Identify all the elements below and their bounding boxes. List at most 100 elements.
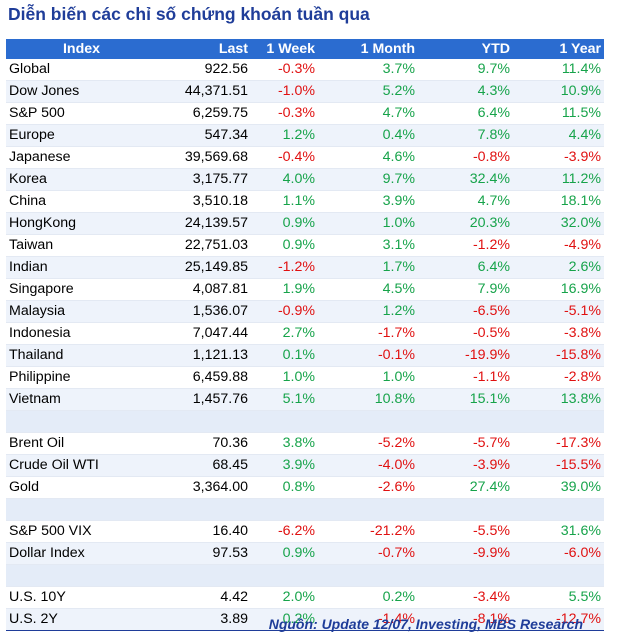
row-1-month: 1.0% [318,366,418,389]
row-1-year: 31.6% [513,520,604,543]
row-name: Dollar Index [6,542,156,565]
header-last: Last [156,39,251,59]
row-1-month: -5.2% [318,432,418,455]
row-last: 97.53 [156,542,251,565]
row-1-year: -15.8% [513,344,604,367]
divider-cell [418,564,513,587]
row-1-month: 0.2% [318,586,418,609]
row-name: Philippine [6,366,156,389]
row-name: Korea [6,168,156,191]
row-1-week: 3.9% [251,454,318,477]
row-ytd: -5.5% [418,520,513,543]
row-1-year: -6.0% [513,542,604,565]
table-row: Global 922.56 -0.3% 3.7% 9.7% 11.4% [6,59,604,81]
divider-cell [418,498,513,521]
divider-cell [156,498,251,521]
divider-cell [156,564,251,587]
row-last: 3,175.77 [156,168,251,191]
header-1-week: 1 Week [251,39,318,59]
table-row: Thailand 1,121.13 0.1% -0.1% -19.9% -15.8% [6,344,604,367]
row-last: 1,536.07 [156,300,251,323]
row-ytd: -3.4% [418,586,513,609]
row-1-week: 0.8% [251,476,318,499]
row-ytd: -9.9% [418,542,513,565]
row-1-week: -1.0% [251,80,318,103]
table-row: Japanese 39,569.68 -0.4% 4.6% -0.8% -3.9% [6,146,604,169]
table-row: Taiwan 22,751.03 0.9% 3.1% -1.2% -4.9% [6,234,604,257]
row-1-year: 32.0% [513,212,604,235]
row-name: Indonesia [6,322,156,345]
row-last: 6,459.88 [156,366,251,389]
table-row: Dow Jones 44,371.51 -1.0% 5.2% 4.3% 10.9% [6,80,604,103]
row-ytd: 4.7% [418,190,513,213]
row-last: 1,121.13 [156,344,251,367]
row-name: Singapore [6,278,156,301]
row-name: China [6,190,156,213]
row-ytd: 6.4% [418,256,513,279]
source-note: Nguồn: Update 12/07, Investing, MBS Rese… [268,616,583,632]
section-divider-row [6,564,604,587]
row-1-month: 9.7% [318,168,418,191]
row-1-week: 1.2% [251,124,318,147]
row-1-year: -3.9% [513,146,604,169]
divider-cell [513,410,604,433]
row-name: Brent Oil [6,432,156,455]
row-last: 25,149.85 [156,256,251,279]
row-1-week: 0.9% [251,542,318,565]
row-1-month: 5.2% [318,80,418,103]
divider-cell [513,498,604,521]
divider-cell [6,564,156,587]
row-last: 4,087.81 [156,278,251,301]
row-last: 3.89 [156,608,251,631]
row-1-year: -12.7% [513,608,604,631]
row-1-year: -17.3% [513,432,604,455]
row-1-month: 4.7% [318,102,418,125]
row-1-year: 2.6% [513,256,604,279]
header-ytd: YTD [418,39,513,59]
row-name: S&P 500 VIX [6,520,156,543]
row-ytd: 7.9% [418,278,513,301]
page-title: Diễn biến các chỉ số chứng khoán tuần qu… [8,4,370,24]
row-1-month: 1.7% [318,256,418,279]
row-1-month: 3.7% [318,59,418,81]
table-row: Singapore 4,087.81 1.9% 4.5% 7.9% 16.9% [6,278,604,301]
row-1-month: 1.2% [318,300,418,323]
row-ytd: 6.4% [418,102,513,125]
row-ytd: 7.8% [418,124,513,147]
row-1-week: 2.0% [251,586,318,609]
table-row: S&P 500 6,259.75 -0.3% 4.7% 6.4% 11.5% [6,102,604,125]
row-ytd: -0.5% [418,322,513,345]
header-index: Index [6,39,156,59]
row-ytd: 15.1% [418,388,513,411]
table-row: Brent Oil 70.36 3.8% -5.2% -5.7% -17.3% [6,432,604,455]
table-row: Vietnam 1,457.76 5.1% 10.8% 15.1% 13.8% [6,388,604,411]
row-1-year: -2.8% [513,366,604,389]
row-name: U.S. 10Y [6,586,156,609]
table-row: S&P 500 VIX 16.40 -6.2% -21.2% -5.5% 31.6% [6,520,604,543]
header-1-year: 1 Year [513,39,604,59]
section-divider-row [6,498,604,521]
table-row: U.S. 10Y 4.42 2.0% 0.2% -3.4% 5.5% [6,586,604,609]
row-1-year: 5.5% [513,586,604,609]
row-ytd: -19.9% [418,344,513,367]
row-1-week: -0.3% [251,59,318,81]
row-ytd: 20.3% [418,212,513,235]
table-row: Malaysia 1,536.07 -0.9% 1.2% -6.5% -5.1% [6,300,604,323]
divider-cell [513,564,604,587]
row-1-year: 13.8% [513,388,604,411]
row-ytd: -1.1% [418,366,513,389]
row-1-month: 3.1% [318,234,418,257]
row-1-year: 4.4% [513,124,604,147]
row-ytd: -1.2% [418,234,513,257]
row-name: Dow Jones [6,80,156,103]
row-1-month: 10.8% [318,388,418,411]
row-1-month: 0.4% [318,124,418,147]
row-ytd: 27.4% [418,476,513,499]
row-1-year: -15.5% [513,454,604,477]
row-name: Vietnam [6,388,156,411]
row-last: 922.56 [156,59,251,81]
row-1-month: -21.2% [318,520,418,543]
row-name: Gold [6,476,156,499]
table-row: Dollar Index 97.53 0.9% -0.7% -9.9% -6.0% [6,542,604,565]
row-1-month: 4.6% [318,146,418,169]
